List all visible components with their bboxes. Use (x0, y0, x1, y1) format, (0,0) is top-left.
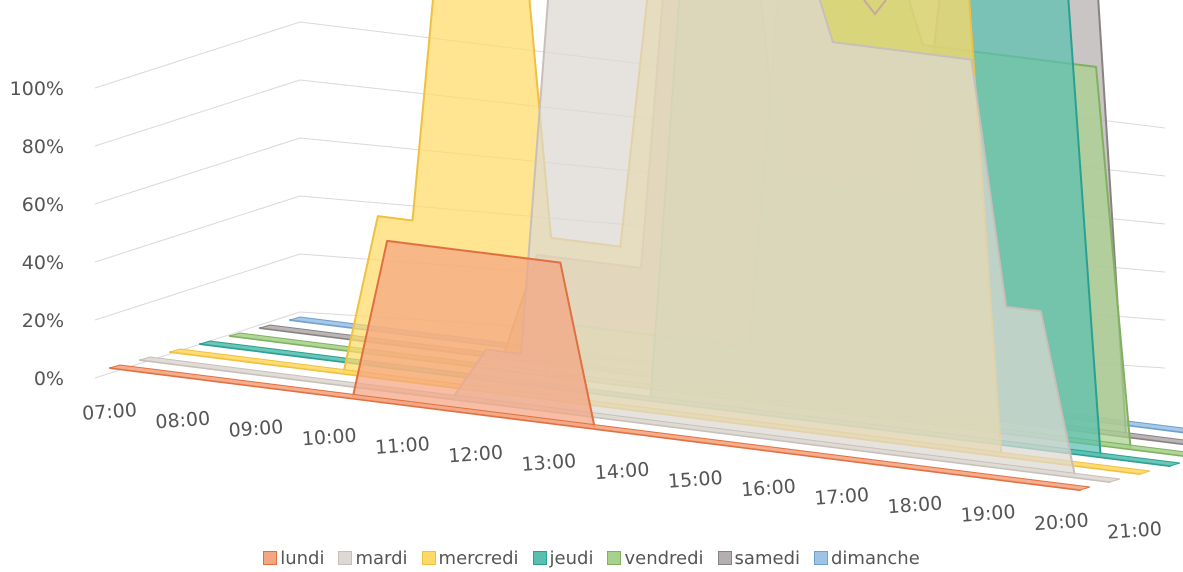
series-area-mardi (139, 0, 1111, 483)
area-chart-3d: 0% 20% 40% 60% 80% 100% 07:00 08:00 09:00 10:00 1… (10, 0, 1183, 540)
x-tick-label: 18:00 (887, 492, 943, 518)
legend-swatch (263, 551, 278, 565)
x-tick-label: 11:00 (374, 433, 430, 459)
x-tick-label: 09:00 (228, 416, 284, 442)
legend-label: vendredi (624, 548, 704, 569)
x-tick-label: 20:00 (1033, 509, 1089, 535)
legend-swatch (421, 551, 436, 565)
x-tick-label: 14:00 (594, 459, 650, 485)
x-tick-label: 16:00 (740, 476, 796, 502)
legend-item: vendredi (607, 548, 704, 569)
x-tick-label: 19:00 (960, 501, 1016, 527)
legend-item: dimanche (814, 548, 920, 569)
legend-label: samedi (734, 548, 800, 569)
chart-series (109, 0, 1183, 491)
x-tick-label: 17:00 (814, 484, 870, 510)
legend-label: lundi (280, 548, 325, 569)
y-tick-label: 0% (34, 368, 64, 390)
legend-swatch (607, 551, 622, 565)
x-tick-label: 10:00 (301, 425, 357, 451)
x-tick-label: 21:00 (1106, 518, 1162, 540)
legend-item: samedi (717, 548, 800, 569)
legend-label: jeudi (549, 548, 594, 569)
legend-item: jeudi (532, 548, 594, 569)
y-tick-label: 100% (10, 78, 64, 100)
y-axis-tick-labels: 0% 20% 40% 60% 80% 100% (10, 78, 64, 390)
x-tick-label: 15:00 (667, 467, 723, 493)
legend-label: mardi (355, 548, 408, 569)
y-tick-label: 40% (22, 252, 64, 274)
legend-swatch (717, 551, 732, 565)
legend-swatch (532, 551, 547, 565)
x-tick-label: 12:00 (448, 442, 504, 468)
series-floor-lundi (109, 364, 1091, 491)
chart-legend: lundi mardi mercredi jeudi vendredi samedi dim… (0, 548, 1183, 569)
chevron-down-icon (863, 0, 887, 16)
legend-label: mercredi (438, 548, 519, 569)
x-tick-label: 13:00 (521, 450, 577, 476)
legend-item: mardi (338, 548, 408, 569)
x-axis-tick-labels: 07:00 08:00 09:00 10:00 11:00 12:00 13:00 14:00… (81, 399, 1162, 540)
y-tick-label: 20% (22, 310, 64, 332)
legend-item: mercredi (421, 548, 519, 569)
legend-swatch (814, 551, 828, 565)
legend-swatch (338, 551, 353, 565)
y-tick-label: 80% (22, 136, 64, 158)
x-tick-label: 07:00 (81, 399, 137, 425)
legend-item: lundi (263, 548, 324, 569)
legend-label: dimanche (831, 548, 920, 569)
x-tick-label: 08:00 (155, 408, 211, 434)
y-tick-label: 60% (22, 194, 64, 216)
